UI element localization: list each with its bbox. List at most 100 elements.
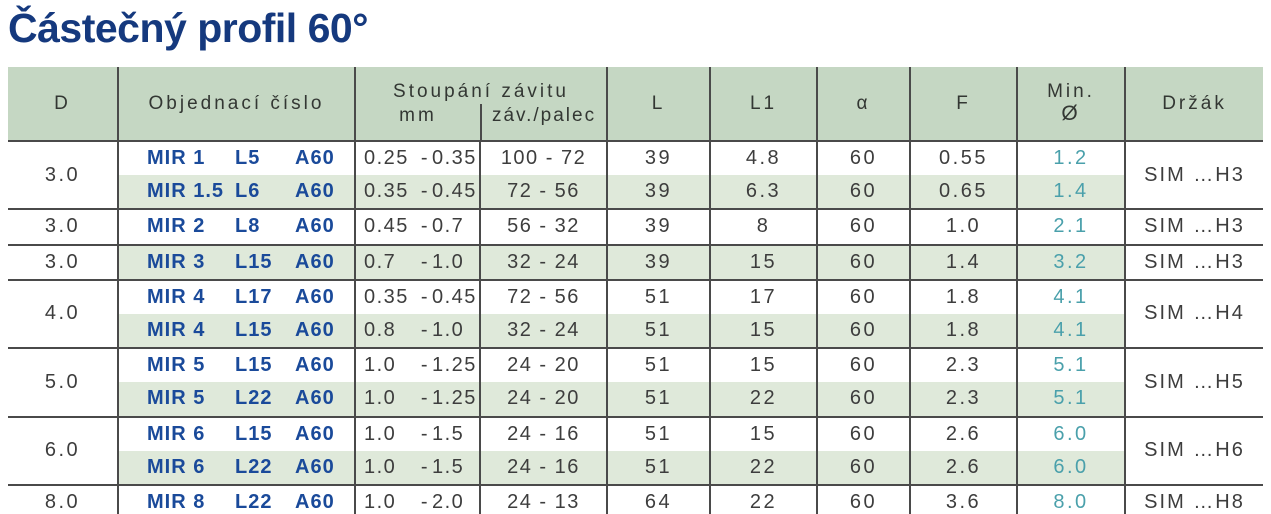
cell-l: 51 <box>606 450 711 485</box>
pitch-mm-max: 1.0 <box>432 319 465 342</box>
pitch-mm-min: 1.0 <box>364 422 397 445</box>
cell-min-diameter: 1.2 <box>1016 139 1126 176</box>
pitch-mm-min: 0.8 <box>364 319 397 342</box>
cell-l: 39 <box>606 175 711 210</box>
range-dash: - <box>420 490 430 513</box>
table-row: MIR 6 L22 A60 1.0-1.5 24 - 16 51 22 60 2.6… <box>8 450 1263 485</box>
cell-holder: SIM …H3 <box>1124 243 1264 280</box>
table-row: MIR 5 L22 A60 1.0-1.25 24 - 20 51 22 60 2.… <box>8 382 1263 417</box>
cell-f: 1.8 <box>909 278 1018 314</box>
range-dash: - <box>420 180 430 203</box>
table-row: MIR 1.5 L6 A60 0.35-0.45 72 - 56 39 6.3 60… <box>8 175 1263 210</box>
pitch-mm-min: 0.25 <box>364 147 409 170</box>
cell-f: 2.3 <box>909 347 1018 383</box>
pitch-mm-min: 1.0 <box>364 354 397 377</box>
cell-l: 39 <box>606 208 711 245</box>
pitch-mm-max: 1.0 <box>432 250 465 273</box>
cell-f: 2.3 <box>909 382 1018 417</box>
pitch-mm-max: 0.35 <box>432 147 477 170</box>
cell-holder: SIM …H6 <box>1124 415 1264 485</box>
cell-order-code: MIR 1.5 L6 A60 <box>117 175 355 210</box>
cell-min-diameter: 4.1 <box>1016 278 1126 314</box>
order-code-mir: MIR 4 <box>147 319 206 342</box>
cell-f: 0.55 <box>909 139 1018 176</box>
order-code-a: A60 <box>295 387 335 410</box>
pitch-mm-max: 2.0 <box>432 490 465 513</box>
cell-f: 2.6 <box>909 415 1018 451</box>
order-code-l: L22 <box>235 455 273 478</box>
header-f: F <box>909 67 1018 142</box>
order-code-a: A60 <box>295 215 335 238</box>
pitch-mm-min: 1.0 <box>364 387 397 410</box>
table-row: 5.0 MIR 5 L15 A60 1.0-1.25 24 - 20 51 15 6… <box>8 347 1264 417</box>
order-code-a: A60 <box>295 490 335 513</box>
cell-l: 39 <box>606 139 711 176</box>
order-code-mir: MIR 6 <box>147 422 206 445</box>
cell-min-diameter: 1.4 <box>1016 175 1126 210</box>
cell-l: 51 <box>606 382 711 417</box>
cell-pitch-mm: 1.0-1.25 <box>354 382 480 417</box>
cell-holder: SIM …H4 <box>1124 278 1264 349</box>
cell-pitch-tpi: 32 - 24 <box>478 243 608 280</box>
header-length-l: L <box>606 67 711 142</box>
cell-l1: 6.3 <box>709 175 818 210</box>
order-code-l: L17 <box>235 285 273 308</box>
cell-pitch-mm: 1.0-1.25 <box>354 347 480 383</box>
pitch-mm-min: 1.0 <box>364 490 397 513</box>
order-code-mir: MIR 5 <box>147 387 206 410</box>
pitch-mm-max: 0.7 <box>432 215 465 238</box>
header-diameter: D <box>8 67 118 142</box>
cell-pitch-tpi: 100 - 72 <box>478 139 608 176</box>
pitch-mm-max: 0.45 <box>432 285 477 308</box>
cell-alpha: 60 <box>816 382 911 417</box>
header-pitch-tpi: záv./palec <box>480 104 606 141</box>
cell-l1: 15 <box>709 243 818 280</box>
order-code-l: L6 <box>235 180 261 203</box>
cell-min-diameter: 6.0 <box>1016 450 1126 485</box>
cell-f: 1.8 <box>909 313 1018 349</box>
cell-l: 64 <box>606 483 711 514</box>
range-dash: - <box>420 387 430 410</box>
order-code-l: L22 <box>235 490 273 513</box>
table-header-row: D Objednací číslo Stoupání závitu mm záv… <box>8 67 1264 142</box>
cell-alpha: 60 <box>816 313 911 349</box>
cell-pitch-mm: 1.0-2.0 <box>354 483 480 514</box>
cell-order-code: MIR 6 L15 A60 <box>117 415 355 451</box>
range-dash: - <box>420 215 430 238</box>
header-alpha: α <box>816 67 911 142</box>
cell-l1: 22 <box>709 382 818 417</box>
order-code-mir: MIR 6 <box>147 455 206 478</box>
order-code-mir: MIR 5 <box>147 354 206 377</box>
cell-diameter: 3.0 <box>8 208 118 245</box>
cell-diameter: 4.0 <box>8 278 118 349</box>
pitch-mm-min: 0.45 <box>364 215 409 238</box>
table-row: 3.0 MIR 2 L8 A60 0.45-0.7 56 - 32 39 8 60 … <box>8 208 1264 245</box>
cell-pitch-mm: 1.0-1.5 <box>354 450 480 485</box>
cell-l1: 15 <box>709 347 818 383</box>
cell-diameter: 3.0 <box>8 243 118 280</box>
table-row: 6.0 MIR 6 L15 A60 1.0-1.5 24 - 16 51 15 60… <box>8 415 1264 485</box>
pitch-mm-max: 1.25 <box>432 387 477 410</box>
pitch-mm-max: 1.25 <box>432 354 477 377</box>
order-code-a: A60 <box>295 147 335 170</box>
cell-order-code: MIR 1 L5 A60 <box>117 139 355 176</box>
range-dash: - <box>420 455 430 478</box>
range-dash: - <box>420 354 430 377</box>
cell-pitch-tpi: 24 - 16 <box>478 450 608 485</box>
table-row: 8.0 MIR 8 L22 A60 1.0-2.0 24 - 13 64 22 60… <box>8 483 1264 514</box>
cell-order-code: MIR 3 L15 A60 <box>117 243 355 280</box>
cell-l: 51 <box>606 347 711 383</box>
page-title: Částečný profil 60° <box>8 5 369 51</box>
order-code-a: A60 <box>295 354 335 377</box>
cell-f: 3.6 <box>909 483 1018 514</box>
cell-f: 1.0 <box>909 208 1018 245</box>
cell-alpha: 60 <box>816 278 911 314</box>
cell-l: 51 <box>606 278 711 314</box>
cell-min-diameter: 5.1 <box>1016 382 1126 417</box>
cell-min-diameter: 4.1 <box>1016 313 1126 349</box>
cell-holder: SIM …H3 <box>1124 208 1264 245</box>
cell-l1: 8 <box>709 208 818 245</box>
cell-l1: 22 <box>709 450 818 485</box>
cell-alpha: 60 <box>816 243 911 280</box>
cell-l1: 15 <box>709 313 818 349</box>
